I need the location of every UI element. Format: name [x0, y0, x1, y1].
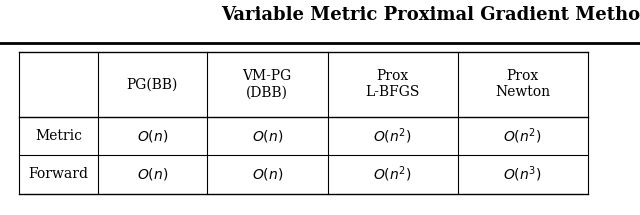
Text: Forward: Forward	[29, 167, 88, 181]
Text: PG(BB): PG(BB)	[127, 77, 178, 91]
Text: $O(n^2)$: $O(n^2)$	[373, 164, 412, 184]
Text: $O(n^3)$: $O(n^3)$	[504, 164, 542, 184]
Text: Metric: Metric	[35, 129, 82, 143]
Text: $O(n)$: $O(n)$	[136, 128, 168, 144]
Text: $O(n)$: $O(n)$	[136, 166, 168, 182]
Text: Variable Metric Proximal Gradient Metho: Variable Metric Proximal Gradient Metho	[221, 6, 640, 25]
Text: $O(n)$: $O(n)$	[252, 128, 283, 144]
Text: $O(n^2)$: $O(n^2)$	[504, 126, 542, 146]
Text: $O(n)$: $O(n)$	[252, 166, 283, 182]
Text: VM-PG
(DBB): VM-PG (DBB)	[243, 69, 292, 99]
Text: Prox
Newton: Prox Newton	[495, 69, 550, 99]
Text: Prox
L-BFGS: Prox L-BFGS	[365, 69, 420, 99]
Text: $O(n^2)$: $O(n^2)$	[373, 126, 412, 146]
